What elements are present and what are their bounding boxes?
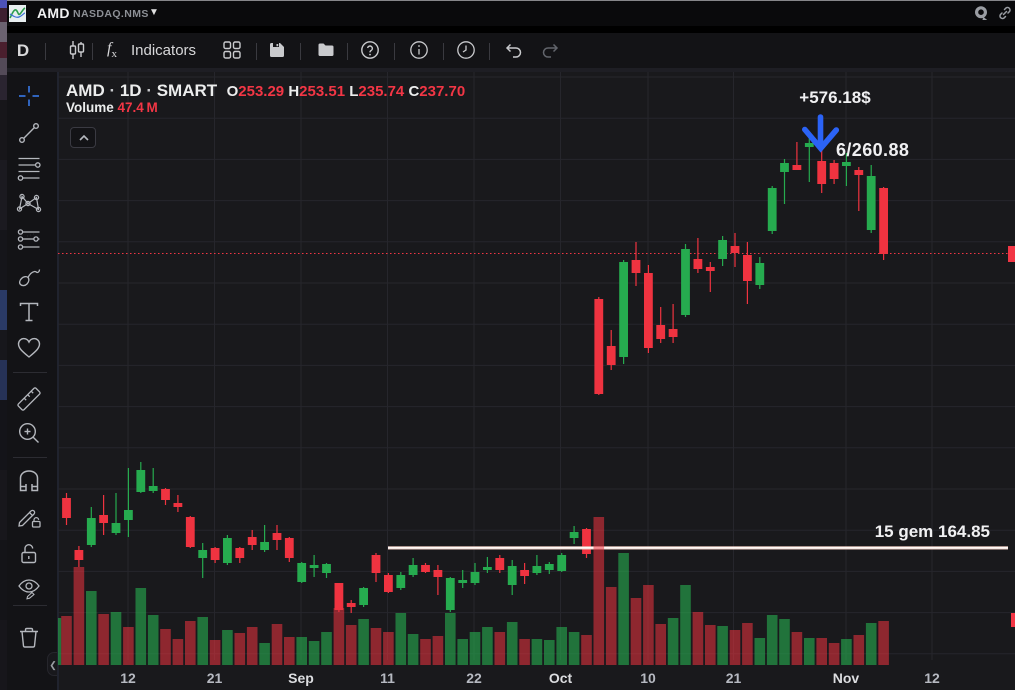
svg-text:21: 21 <box>207 670 223 686</box>
svg-text:21: 21 <box>726 670 742 686</box>
svg-text:+576.18$: +576.18$ <box>799 88 871 107</box>
svg-text:15 gem 164.85: 15 gem 164.85 <box>875 522 990 541</box>
svg-text:12: 12 <box>924 670 940 686</box>
svg-text:Nov: Nov <box>833 670 860 686</box>
svg-text:12: 12 <box>120 670 136 686</box>
svg-text:Sep: Sep <box>288 670 314 686</box>
svg-text:Oct: Oct <box>549 670 573 686</box>
svg-text:10: 10 <box>640 670 656 686</box>
svg-text:11: 11 <box>380 670 395 686</box>
svg-text:22: 22 <box>466 670 482 686</box>
svg-text:6/260.88: 6/260.88 <box>836 140 909 160</box>
